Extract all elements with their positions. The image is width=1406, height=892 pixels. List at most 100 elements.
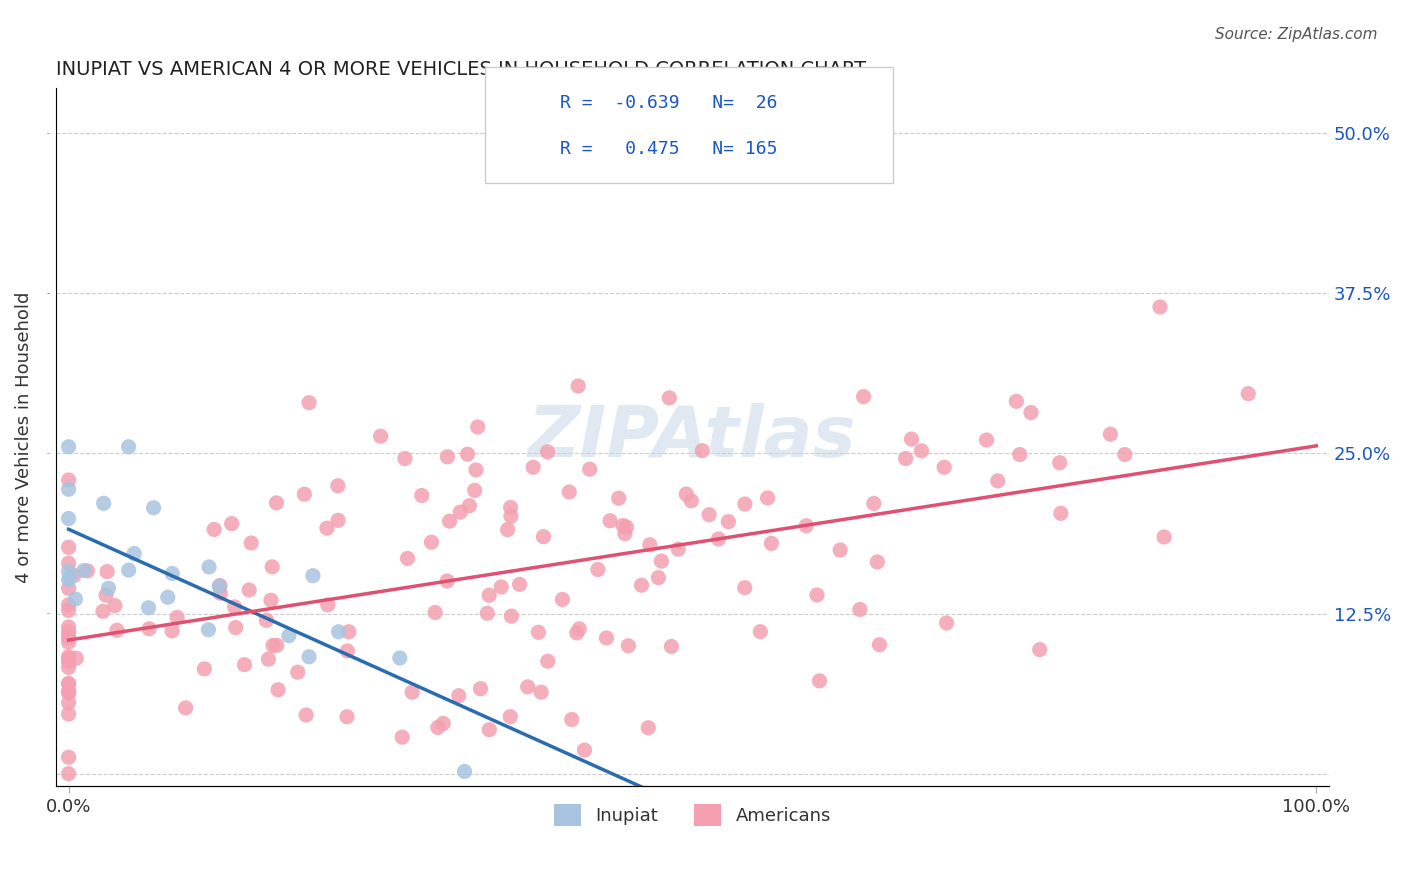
Point [869, 638, 891, 652]
Point [567, 379, 589, 393]
Point [607, 491, 630, 505]
Point [58, 582, 80, 596]
Point [233, 657, 256, 672]
Point [464, 483, 486, 498]
Point [91, 604, 114, 618]
Point [240, 536, 263, 550]
Point [574, 743, 596, 757]
Point [734, 581, 756, 595]
Point [499, 709, 522, 723]
Point [808, 673, 831, 688]
Point [58, 676, 80, 690]
Point [117, 440, 139, 454]
Point [647, 571, 669, 585]
Point [394, 451, 416, 466]
Point [396, 551, 419, 566]
Point [1153, 530, 1175, 544]
Point [262, 559, 284, 574]
Text: R =  -0.639   N=  26: R = -0.639 N= 26 [560, 94, 778, 112]
Point [58, 630, 80, 644]
Point [58, 564, 80, 578]
Point [1028, 642, 1050, 657]
Point [401, 685, 423, 699]
Point [58, 603, 80, 617]
Point [439, 514, 461, 528]
Point [749, 624, 772, 639]
Point [225, 621, 247, 635]
Point [499, 500, 522, 515]
Point [58, 685, 80, 699]
Point [470, 681, 492, 696]
Point [617, 639, 640, 653]
Point [142, 500, 165, 515]
Point [337, 624, 360, 639]
Point [58, 598, 80, 612]
Point [58, 620, 80, 634]
Point [558, 485, 581, 500]
Point [458, 499, 481, 513]
Point [411, 488, 433, 502]
Point [166, 610, 188, 624]
Point [198, 560, 221, 574]
Point [976, 433, 998, 447]
Point [302, 568, 325, 582]
Point [298, 395, 321, 409]
Point [58, 631, 80, 645]
Point [326, 513, 349, 527]
Point [370, 429, 392, 443]
Point [599, 514, 621, 528]
Point [661, 640, 683, 654]
Point [568, 622, 591, 636]
Point [501, 609, 523, 624]
Point [58, 676, 80, 690]
Point [849, 602, 872, 616]
Point [174, 701, 197, 715]
Point [935, 615, 957, 630]
Point [208, 579, 231, 593]
Point [267, 682, 290, 697]
Point [58, 649, 80, 664]
Point [96, 565, 118, 579]
Point [76, 564, 98, 578]
Point [138, 622, 160, 636]
Point [1005, 394, 1028, 409]
Point [806, 588, 828, 602]
Point [537, 654, 560, 668]
Point [58, 511, 80, 525]
Point [866, 555, 889, 569]
Point [1008, 448, 1031, 462]
Point [987, 474, 1010, 488]
Point [58, 541, 80, 555]
Point [533, 530, 555, 544]
Point [666, 542, 689, 557]
Point [1114, 448, 1136, 462]
Point [612, 518, 634, 533]
Legend: Inupiat, Americans: Inupiat, Americans [547, 797, 838, 833]
Point [316, 598, 339, 612]
Point [316, 521, 339, 535]
Point [658, 391, 681, 405]
Point [934, 460, 956, 475]
Point [326, 479, 349, 493]
Point [193, 662, 215, 676]
Point [578, 462, 600, 476]
Point [756, 491, 779, 505]
Point [692, 443, 714, 458]
Point [336, 709, 359, 723]
Point [536, 445, 558, 459]
Point [527, 625, 550, 640]
Point [894, 451, 917, 466]
Point [58, 660, 80, 674]
Point [499, 509, 522, 524]
Point [266, 496, 288, 510]
Point [1237, 386, 1260, 401]
Point [467, 420, 489, 434]
Point [426, 721, 449, 735]
Point [156, 591, 179, 605]
Point [465, 463, 488, 477]
Point [1149, 300, 1171, 314]
Point [58, 635, 80, 649]
Point [675, 487, 697, 501]
Point [257, 652, 280, 666]
Point [94, 588, 117, 602]
